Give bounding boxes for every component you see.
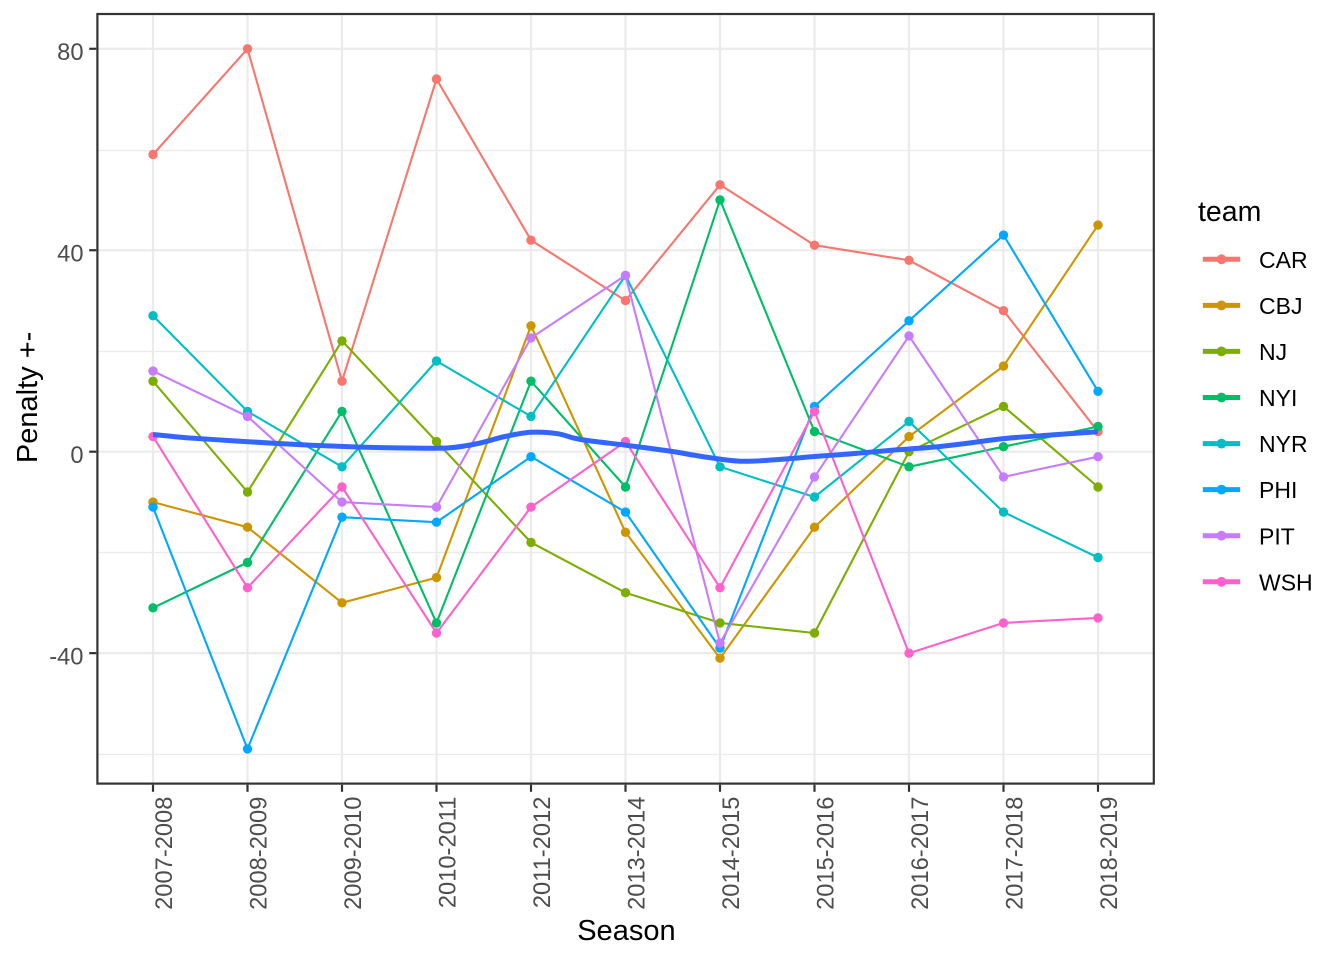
svg-text:2007-2008: 2007-2008 (152, 797, 178, 910)
svg-text:2013-2014: 2013-2014 (624, 797, 650, 910)
svg-text:2015-2016: 2015-2016 (813, 797, 839, 910)
svg-text:Season: Season (577, 915, 675, 947)
svg-text:2016-2017: 2016-2017 (908, 797, 934, 910)
svg-text:2010-2011: 2010-2011 (435, 797, 461, 909)
svg-text:WSH: WSH (1259, 569, 1313, 595)
svg-text:-40: -40 (49, 645, 83, 671)
svg-text:CAR: CAR (1259, 247, 1308, 273)
svg-text:NJ: NJ (1259, 339, 1287, 365)
svg-text:NYI: NYI (1259, 385, 1297, 411)
svg-text:2009-2010: 2009-2010 (341, 797, 367, 910)
svg-text:PIT: PIT (1259, 523, 1295, 549)
svg-text:40: 40 (57, 242, 83, 268)
svg-text:0: 0 (70, 443, 83, 469)
svg-text:2017-2018: 2017-2018 (1002, 797, 1028, 910)
svg-text:80: 80 (57, 40, 83, 66)
svg-text:PHI: PHI (1259, 477, 1297, 503)
svg-text:CBJ: CBJ (1259, 293, 1302, 319)
svg-text:2008-2009: 2008-2009 (246, 797, 272, 910)
svg-text:2011-2012: 2011-2012 (530, 797, 556, 909)
svg-text:Penalty +-: Penalty +- (12, 332, 44, 463)
svg-text:team: team (1198, 196, 1261, 228)
svg-text:NYR: NYR (1259, 431, 1308, 457)
svg-text:2014-2015: 2014-2015 (719, 797, 745, 910)
svg-text:2018-2019: 2018-2019 (1097, 797, 1123, 910)
